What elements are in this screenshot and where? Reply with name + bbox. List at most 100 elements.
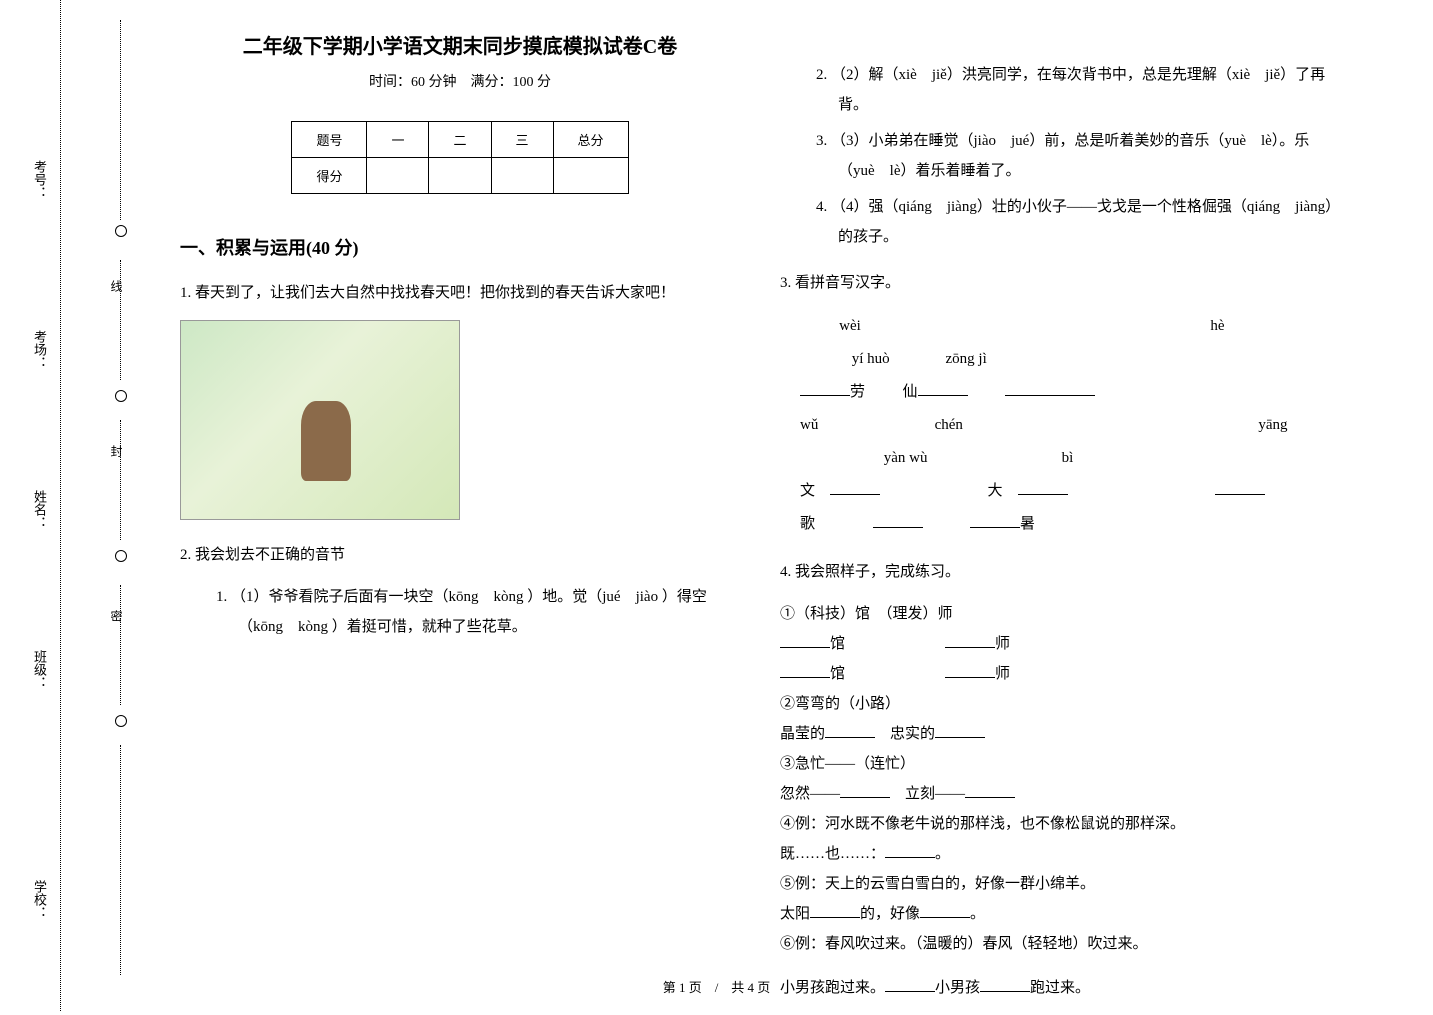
q2-sub-4-text: （4）强（qiáng jiàng）壮的小伙子——戈戈是一个性格倔强（qiáng … — [831, 199, 1333, 245]
score-row-label: 得分 — [292, 158, 367, 194]
score-cell — [491, 158, 553, 194]
q2-sub-2: 2. （2）解（xiè jiě）洪亮同学，在每次背书中，总是先理解（xiè ji… — [816, 60, 1340, 120]
text: 的，好像 — [860, 906, 920, 922]
q4-line: 晶莹的 忠实的 — [780, 719, 1340, 749]
blank — [970, 513, 1020, 528]
blank — [945, 633, 995, 648]
binding-label-kaohao: 考号： — [30, 160, 49, 199]
hanzi-row: 文 大 — [800, 475, 1340, 508]
pinyin-row: yí huò zōng jì — [800, 343, 1340, 376]
binding-dots — [120, 420, 121, 540]
text: 师 — [995, 636, 1010, 652]
page-left: 二年级下学期小学语文期末同步摸底模拟试卷C卷 时间：60 分钟 满分：100 分… — [180, 30, 740, 648]
spring-illustration — [180, 320, 460, 520]
binding-circle — [115, 715, 127, 727]
q4-line: 既……也……： 。 — [780, 839, 1340, 869]
exam-title: 二年级下学期小学语文期末同步摸底模拟试卷C卷 — [180, 30, 740, 59]
binding-label-kaochang: 考场： — [30, 330, 49, 369]
blank — [965, 783, 1015, 798]
text: 太阳 — [780, 906, 810, 922]
pinyin-block: wèi hè yí huò zōng jì 劳 仙 wǔ chén yāng y… — [800, 310, 1340, 541]
q4-line: 太阳 的，好像 。 — [780, 899, 1340, 929]
score-cell — [367, 158, 429, 194]
score-col-header: 二 — [429, 122, 491, 158]
exam-subtitle: 时间：60 分钟 满分：100 分 — [180, 71, 740, 91]
question-2-stem: 2. 我会划去不正确的音节 — [180, 540, 740, 570]
pinyin-row: wèi hè — [800, 310, 1340, 343]
table-row: 题号 一 二 三 总分 — [292, 122, 628, 158]
binding-seal-text: 封 — [108, 445, 125, 465]
blank — [810, 903, 860, 918]
hanzi: 歌 — [800, 516, 815, 532]
hanzi: 大 — [988, 483, 1003, 499]
pinyin: zōng jì — [946, 343, 1036, 376]
q2-sub-3-text: （3）小弟弟在睡觉（jiào jué）前，总是听着美妙的音乐（yuè lè）。乐… — [831, 133, 1309, 179]
pinyin-row: wǔ chén yāng — [800, 409, 1340, 442]
q4-line: ③急忙——（连忙） — [780, 749, 1340, 779]
hanzi-row: 歌 暑 — [800, 508, 1340, 541]
text: 忽然—— — [780, 786, 840, 802]
hanzi: 仙 — [903, 384, 918, 400]
q4-line: 忽然—— 立刻—— — [780, 779, 1340, 809]
blank — [1018, 480, 1068, 495]
blank — [873, 513, 923, 528]
binding-label-xuexiao: 学校： — [30, 880, 49, 919]
q4-line: ②弯弯的（小路） — [780, 689, 1340, 719]
q4-line: 馆师 — [780, 659, 1340, 689]
pinyin: yàn wù — [884, 442, 1004, 475]
q2-sub-1-text: （1）爷爷看院子后面有一块空（kōng kòng ）地。觉（jué jiào ）… — [231, 589, 707, 635]
blank — [945, 663, 995, 678]
blank — [1005, 381, 1095, 396]
pinyin: yāng — [1048, 409, 1288, 442]
q4-line: ①（科技）馆 （理发）师 — [780, 599, 1340, 629]
page-footer: 第 1 页 / 共 4 页 — [0, 977, 1433, 996]
pinyin: wèi — [800, 310, 900, 343]
q4-body: ①（科技）馆 （理发）师 馆师 馆师 ②弯弯的（小路） 晶莹的 忠实的 ③急忙—… — [780, 599, 1340, 1003]
question-4-stem: 4. 我会照样子，完成练习。 — [780, 557, 1340, 587]
text: 忠实的 — [890, 726, 935, 742]
text: 晶莹的 — [780, 726, 825, 742]
page-right: 2. （2）解（xiè jiě）洪亮同学，在每次背书中，总是先理解（xiè ji… — [780, 30, 1340, 1015]
q2-sub-4: 4. （4）强（qiáng jiàng）壮的小伙子——戈戈是一个性格倔强（qiá… — [816, 192, 1340, 252]
blank — [780, 633, 830, 648]
binding-dots — [120, 20, 121, 220]
text: 。 — [970, 906, 985, 922]
score-cell — [553, 158, 628, 194]
q4-line: 馆师 — [780, 629, 1340, 659]
binding-circle — [115, 550, 127, 562]
section-heading: 一、积累与运用(40 分) — [180, 234, 740, 260]
binding-dots — [120, 745, 121, 975]
blank — [1215, 480, 1265, 495]
binding-circle — [115, 225, 127, 237]
binding-edge — [60, 0, 150, 1011]
pinyin: wǔ — [800, 409, 850, 442]
binding-dots — [120, 585, 121, 705]
blank — [840, 783, 890, 798]
text: 师 — [995, 666, 1010, 682]
score-cell — [429, 158, 491, 194]
score-col-header: 总分 — [553, 122, 628, 158]
blank — [830, 480, 880, 495]
text: 既……也……： — [780, 846, 885, 862]
score-col-header: 题号 — [292, 122, 367, 158]
hanzi-row: 劳 仙 — [800, 376, 1340, 409]
hanzi: 暑 — [1020, 516, 1035, 532]
hanzi: 劳 — [850, 384, 865, 400]
question-1: 1. 春天到了，让我们去大自然中找找春天吧！把你找到的春天告诉大家吧！ — [180, 278, 740, 308]
pinyin: yí huò — [852, 343, 942, 376]
blank — [918, 381, 968, 396]
blank — [920, 903, 970, 918]
blank — [825, 723, 875, 738]
question-3-stem: 3. 看拼音写汉字。 — [780, 268, 1340, 298]
score-table: 题号 一 二 三 总分 得分 — [291, 121, 628, 194]
pinyin-row: yàn wù bì — [800, 442, 1340, 475]
q4-line: ④例：河水既不像老牛说的那样浅，也不像松鼠说的那样深。 — [780, 809, 1340, 839]
q2-sub-1: 1. （1）爷爷看院子后面有一块空（kōng kòng ）地。觉（jué jià… — [216, 582, 740, 642]
q2-sub-2-text: （2）解（xiè jiě）洪亮同学，在每次背书中，总是先理解（xiè jiě）了… — [831, 67, 1325, 113]
q4-line: ⑥例：春风吹过来。（温暖的）春风（轻轻地）吹过来。 — [780, 929, 1340, 959]
score-col-header: 一 — [367, 122, 429, 158]
score-col-header: 三 — [491, 122, 553, 158]
text: 立刻—— — [905, 786, 965, 802]
text: 。 — [935, 846, 950, 862]
binding-seal-text: 线 — [108, 280, 125, 300]
